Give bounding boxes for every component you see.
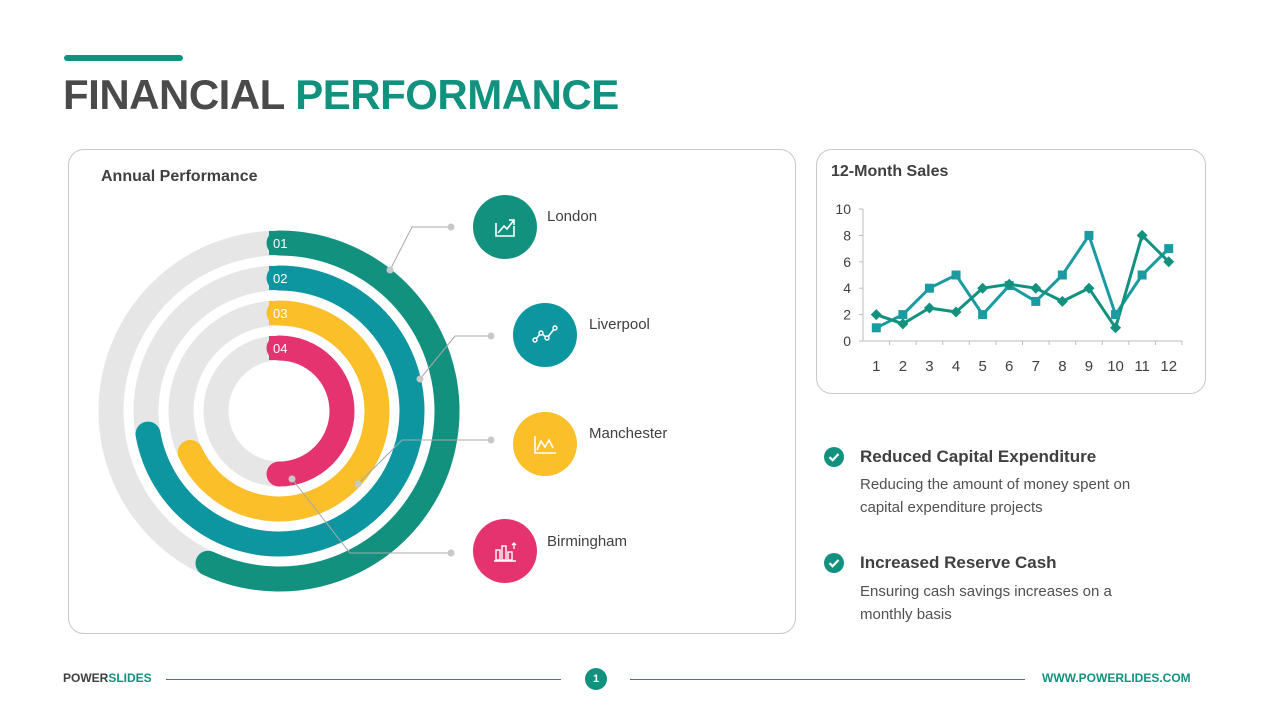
page-title: FINANCIAL PERFORMANCE — [63, 70, 619, 120]
location-label-manchester: Manchester — [589, 425, 668, 442]
ring-number-bg-01 — [269, 231, 279, 255]
connector-dot-start-4 — [288, 475, 296, 483]
footer-brand: POWERSLIDES — [63, 671, 152, 685]
ring-number-01: 01 — [273, 236, 287, 251]
location-icon-liverpool — [513, 303, 577, 367]
ring-arc-04 — [266, 335, 355, 487]
connector-dot-start-1 — [386, 266, 394, 274]
bar-chart-icon — [494, 542, 517, 562]
feature-desc-1: Reducing the amount of money spent on ca… — [860, 476, 1131, 516]
ring-number-bg-02 — [269, 266, 279, 290]
connector-dot-end-1 — [447, 223, 455, 231]
area-chart-icon — [534, 436, 556, 454]
location-icon-london — [473, 195, 537, 259]
feature-desc-2: Ensuring cash savings increases on a mon… — [860, 583, 1112, 623]
connector-dot-end-4 — [447, 549, 455, 557]
connector-dot-end-3 — [487, 436, 495, 444]
ring-number-04: 04 — [273, 341, 287, 356]
check-circle-icon — [824, 447, 844, 467]
feature-title-1: Reduced Capital Expenditure — [860, 447, 1097, 466]
ring-arc-03 — [177, 300, 390, 522]
connector-line-1 — [389, 226, 451, 271]
footer-brand-part-2: SLIDES — [108, 671, 152, 685]
ring-arc-02 — [135, 265, 425, 557]
connector-dot-start-3 — [354, 480, 362, 488]
footer-url[interactable]: WWW.POWERLIDES.COM — [1042, 671, 1191, 685]
footer-divider-right — [630, 679, 1025, 680]
check-circle-icon — [824, 553, 844, 573]
connector-line-2 — [419, 335, 491, 380]
location-label-liverpool: Liverpool — [589, 316, 650, 333]
feature-title-2: Increased Reserve Cash — [860, 553, 1057, 572]
ring-number-02: 02 — [273, 271, 287, 286]
connector-line-4 — [291, 478, 451, 554]
page-number: 1 — [585, 668, 607, 690]
connector-line-3 — [357, 439, 491, 485]
title-part-2: PERFORMANCE — [295, 71, 619, 118]
sales-panel — [816, 149, 1206, 394]
ring-number-bg-03 — [269, 301, 279, 325]
trend-arrow-icon — [495, 219, 515, 237]
ring-arc-01 — [195, 230, 460, 592]
ring-number-03: 03 — [273, 306, 287, 321]
footer-brand-part-1: POWER — [63, 671, 109, 685]
annual-performance-title: Annual Performance — [101, 168, 258, 185]
sales-chart-title: 12-Month Sales — [831, 163, 949, 180]
location-label-london: London — [547, 208, 598, 225]
ring-number-bg-04 — [269, 336, 279, 360]
location-icon-manchester — [513, 412, 577, 476]
location-icon-birmingham — [473, 519, 537, 583]
location-label-birmingham: Birmingham — [547, 533, 628, 550]
title-part-1: FINANCIAL — [63, 71, 285, 118]
connector-dot-end-2 — [487, 332, 495, 340]
footer-divider-left — [166, 679, 561, 680]
line-graph-icon — [532, 325, 558, 343]
connector-dot-start-2 — [416, 375, 424, 383]
title-accent-bar — [64, 55, 183, 61]
